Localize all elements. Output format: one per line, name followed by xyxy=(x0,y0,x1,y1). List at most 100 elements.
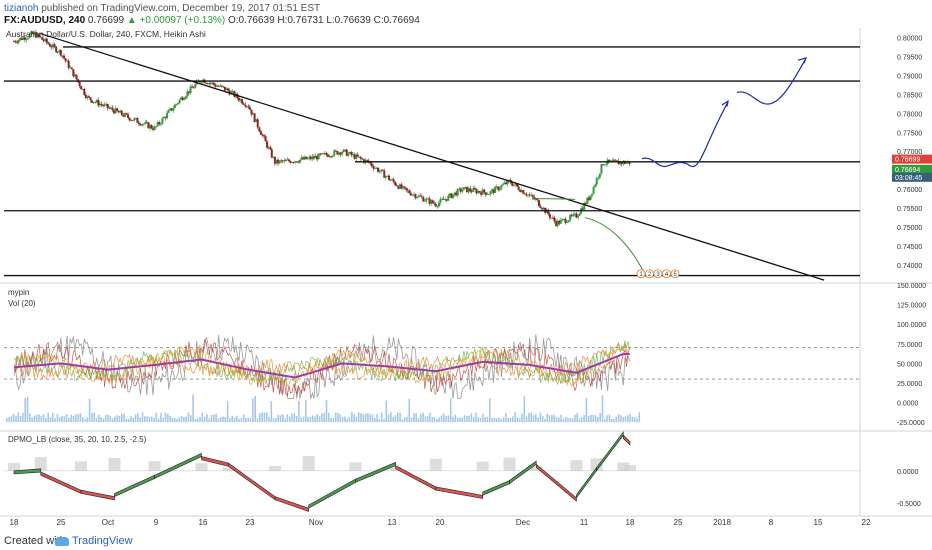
volume-bar xyxy=(629,413,631,423)
candle-body xyxy=(412,194,415,196)
candle-body xyxy=(519,189,522,193)
volume-bar xyxy=(215,413,217,423)
volume-bar xyxy=(31,417,33,423)
volume-bar xyxy=(213,414,215,423)
volume-bar xyxy=(132,417,135,423)
candle-body xyxy=(406,189,409,191)
volume-bar xyxy=(443,413,445,423)
candle-body xyxy=(417,195,420,198)
candle-body xyxy=(597,177,600,179)
candle-body xyxy=(112,110,115,114)
volume-bar xyxy=(344,416,346,423)
volume-bar xyxy=(346,418,348,423)
candle-body xyxy=(458,188,461,190)
candle-body xyxy=(97,99,100,106)
candle-body xyxy=(255,119,258,122)
volume-bar xyxy=(392,417,394,423)
x-tick-label: 15 xyxy=(814,518,823,527)
candle-body xyxy=(361,158,364,160)
candle-body xyxy=(576,215,579,218)
candle-body xyxy=(73,74,76,77)
candle-body xyxy=(102,104,105,106)
candle-body xyxy=(483,189,486,193)
x-tick-label: 11 xyxy=(580,518,589,527)
volume-bar xyxy=(403,417,406,423)
volume-bar xyxy=(222,416,224,423)
candle-body xyxy=(608,159,611,162)
candle-body xyxy=(523,193,526,195)
candle-body xyxy=(177,103,180,104)
candle-body xyxy=(306,158,309,160)
dpmo-band-segment xyxy=(435,486,483,499)
x-tick-label: 13 xyxy=(388,518,397,527)
dpmo-band-segment xyxy=(40,471,82,494)
volume-bar xyxy=(514,412,516,423)
volume-bar xyxy=(261,412,263,423)
candle-body xyxy=(336,151,339,155)
candle-body xyxy=(291,162,294,164)
volume-bar xyxy=(502,417,505,423)
oscillator-ma-line xyxy=(13,353,630,379)
candle-body xyxy=(305,156,308,160)
volume-bar xyxy=(302,416,305,423)
volume-bar xyxy=(339,414,342,423)
green-projection-curve xyxy=(584,217,644,271)
x-tick-label: 22 xyxy=(862,518,871,527)
candle-body xyxy=(19,37,22,41)
candle-body xyxy=(573,213,576,215)
candle-body xyxy=(419,195,422,197)
volume-bar xyxy=(68,417,70,423)
volume-bar xyxy=(26,397,29,423)
candle-body xyxy=(187,91,190,93)
volume-bar xyxy=(592,414,595,423)
candle-body xyxy=(472,188,475,192)
candle-body xyxy=(13,41,15,43)
histogram-bar xyxy=(34,457,47,471)
histogram-bar xyxy=(590,458,603,471)
volume-bar xyxy=(65,414,68,423)
candle-body xyxy=(420,196,423,198)
candle-body xyxy=(625,162,628,164)
candle-body xyxy=(191,86,194,88)
y-tick-label: 0.76000 xyxy=(897,187,922,194)
volume-bar xyxy=(564,417,567,423)
volume-bar xyxy=(238,419,240,423)
volume-bar xyxy=(139,417,141,423)
candle-body xyxy=(212,82,215,85)
volume-bar xyxy=(137,413,139,423)
candle-body xyxy=(170,108,173,111)
volume-bar xyxy=(12,413,15,423)
candle-body xyxy=(155,126,158,127)
candle-body xyxy=(489,191,492,195)
author-link[interactable]: tizianoh xyxy=(4,3,39,14)
osc-tick-label: 75.0000 xyxy=(897,342,922,349)
candle-body xyxy=(398,184,401,189)
candle-body xyxy=(186,91,189,97)
volume-bar xyxy=(155,412,158,423)
osc-tick-label: 125.0000 xyxy=(897,303,926,310)
candle-body xyxy=(178,99,181,104)
volume-bar xyxy=(176,418,178,423)
candle-body xyxy=(28,34,31,38)
volume-bar xyxy=(410,417,413,423)
volume-bar xyxy=(620,415,622,423)
candle-body xyxy=(44,38,47,42)
volume-bar xyxy=(475,412,477,423)
dpmo-band-segment xyxy=(308,478,356,509)
candle-body xyxy=(289,161,292,163)
candle-body xyxy=(530,194,533,196)
volume-bar xyxy=(367,412,369,423)
tradingview-logo[interactable]: TradingView xyxy=(55,535,133,547)
volume-bar xyxy=(495,418,498,423)
candle-body xyxy=(280,160,283,162)
volume-bar xyxy=(263,412,266,423)
candle-body xyxy=(22,37,25,40)
candle-body xyxy=(105,103,108,105)
volume-bar xyxy=(408,398,411,423)
candle-body xyxy=(394,181,397,186)
volume-bar xyxy=(574,414,576,423)
candle-body xyxy=(94,102,97,103)
volume-bar xyxy=(187,412,190,423)
